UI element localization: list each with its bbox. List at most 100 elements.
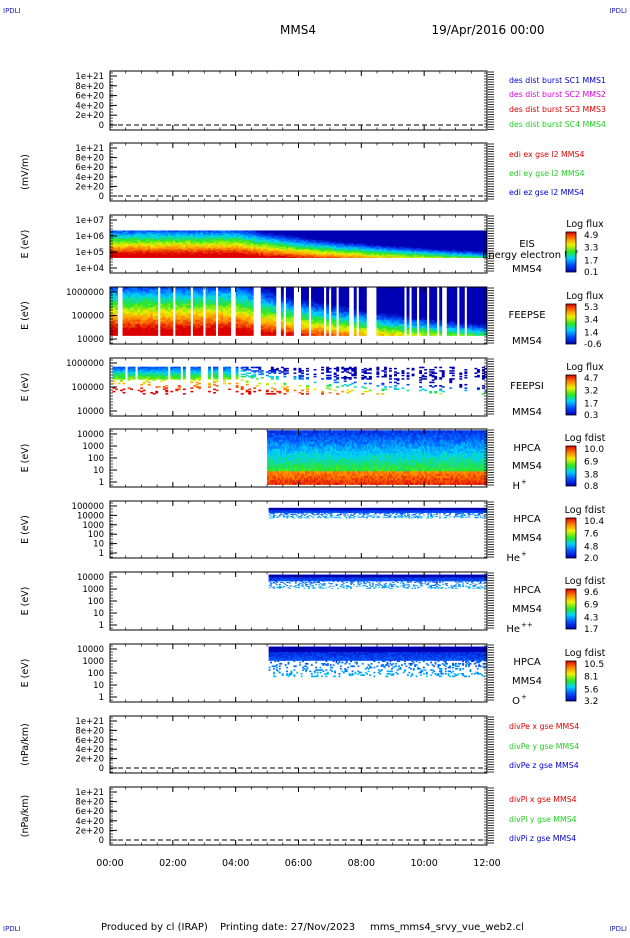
eis-cell [123, 230, 126, 232]
edi_e-frame [110, 143, 487, 201]
des_dist-frame [110, 71, 487, 130]
eis-cell [138, 230, 141, 232]
eis-ytick-label: 1e+05 [75, 248, 104, 258]
des_dist-legend-label: des dist burst SC1 MMS1 [509, 76, 606, 85]
eis-cell [304, 230, 307, 232]
eis-cell [183, 230, 186, 232]
eis-cell [414, 230, 417, 232]
eis-cell [469, 230, 472, 232]
eis-cell [228, 230, 231, 232]
corner-logo-top-right: IPDLI [609, 7, 627, 15]
eis-cell [148, 230, 151, 232]
eis-cell [301, 230, 304, 232]
edi_e-ytick-label: 6e+20 [75, 163, 104, 173]
eis-cell [371, 230, 374, 232]
edi_e-ytick-label: 4e+20 [75, 173, 104, 183]
eis-cell [321, 230, 324, 232]
eis-cell [208, 230, 211, 232]
eis-cell [374, 230, 377, 232]
eis-cell [165, 230, 168, 232]
eis-cell [211, 230, 214, 232]
eis-cell [231, 230, 234, 232]
eis-cell [163, 230, 166, 232]
eis-cell [306, 230, 309, 232]
eis-cell [354, 230, 357, 232]
eis-cell [203, 230, 206, 232]
eis-cell [437, 230, 440, 232]
eis-cell [452, 230, 455, 232]
eis-cell [424, 230, 427, 232]
eis-cell [170, 230, 173, 232]
eis-cell [389, 230, 392, 232]
eis-cell [251, 230, 254, 232]
eis-cell [266, 230, 269, 232]
eis-cell [457, 230, 460, 232]
eis-cell [404, 230, 407, 232]
eis-cell [130, 230, 133, 232]
eis-cell [419, 230, 422, 232]
eis-cell [193, 230, 196, 232]
eis-cell [256, 230, 259, 232]
eis-cell [173, 230, 176, 232]
eis-cell [200, 230, 203, 232]
eis-cell [329, 230, 332, 232]
des_dist-ytick-label: 1e+21 [75, 72, 104, 82]
eis-cell [263, 230, 266, 232]
eis-cell [216, 230, 219, 232]
eis-cell [271, 230, 274, 232]
eis-cell [213, 230, 216, 232]
eis-cell [429, 230, 432, 232]
eis-cell [319, 230, 322, 232]
eis-cell [422, 230, 425, 232]
edi_e-ytick-label: 1e+21 [75, 144, 104, 154]
eis-cell [407, 230, 410, 232]
eis-cell [160, 230, 163, 232]
eis-cell [464, 230, 467, 232]
des_dist-legend-label: des dist burst SC3 MMS3 [509, 105, 606, 114]
eis-cell [133, 230, 136, 232]
eis-cell [135, 230, 138, 232]
eis-cell [439, 230, 442, 232]
eis-cell [145, 230, 148, 232]
eis-cell [381, 230, 384, 232]
eis-cell [339, 230, 342, 232]
eis-cell [128, 230, 131, 232]
header-spacecraft: MMS4 [280, 23, 316, 37]
edi_e-legend-label: edi ex gse l2 MMS4 [509, 150, 584, 159]
eis-cell [221, 230, 224, 232]
eis-ytick-label: 1e+04 [75, 264, 104, 274]
eis-cell [399, 230, 402, 232]
des_dist-legend-label: des dist burst SC4 MMS4 [509, 120, 606, 129]
eis-cell [286, 230, 289, 232]
eis-cell [218, 230, 221, 232]
eis-cell [444, 230, 447, 232]
eis-cell [462, 230, 465, 232]
eis-cell [291, 230, 294, 232]
des_dist-legend-label: des dist burst SC2 MMS2 [509, 90, 606, 99]
eis-cell [356, 230, 359, 232]
eis-cell [379, 230, 382, 232]
eis-cell [155, 230, 158, 232]
des_dist-ytick-label: 4e+20 [75, 101, 104, 111]
eis-cell [238, 230, 241, 232]
corner-logo-top-left: IPDLI [3, 7, 21, 15]
eis-cell [459, 230, 462, 232]
eis-cell [449, 230, 452, 232]
edi_e-legend-label: edi ey gse l2 MMS4 [509, 169, 585, 178]
eis-cell [283, 230, 286, 232]
eis-cell [309, 230, 312, 232]
eis-colorbar [566, 232, 576, 272]
eis-cell [168, 230, 171, 232]
eis-cell [190, 230, 193, 232]
eis-cell [226, 230, 229, 232]
eis-cell [180, 230, 183, 232]
eis-cell [188, 230, 191, 232]
des_dist-ytick-label: 0 [99, 121, 104, 131]
eis-cell [248, 230, 251, 232]
eis-cell [384, 230, 387, 232]
eis-cell [397, 230, 400, 232]
eis-cell [427, 230, 430, 232]
